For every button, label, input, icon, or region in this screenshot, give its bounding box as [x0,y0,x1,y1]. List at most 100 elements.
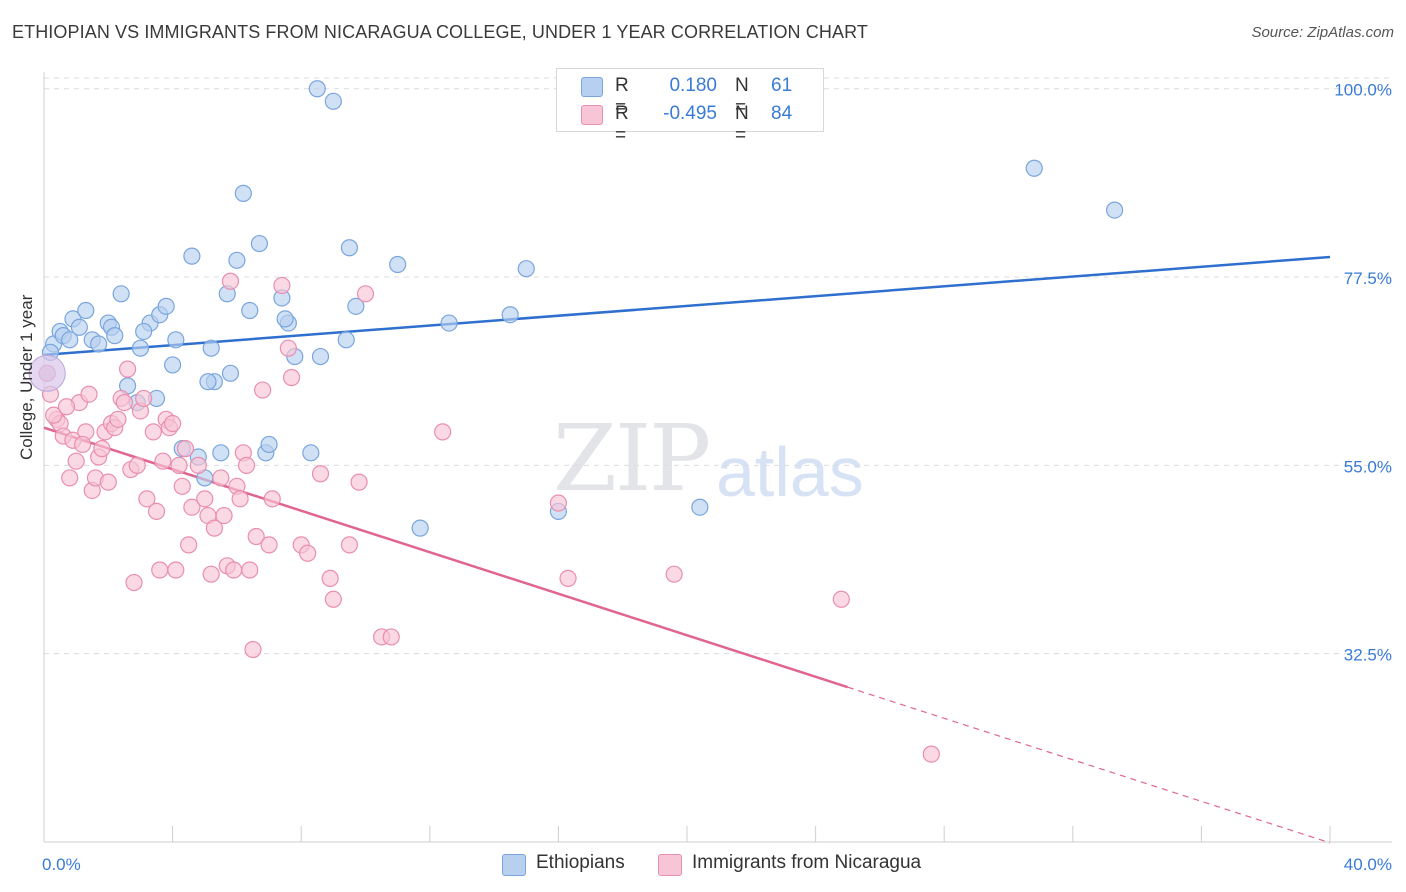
x-tick-label: 40.0% [1344,855,1392,874]
nicaragua-point [73,435,92,454]
nicaragua-point [93,440,111,458]
tick-labels: 32.5% 55.0% 77.5% 100.0% 0.0% 40.0% [42,81,1392,874]
ethiopian-point [440,314,458,332]
source-label: Source: ZipAtlas.com [1251,24,1394,41]
ethiopian-point [234,184,252,202]
x-tick-label: 0.0% [42,855,81,874]
ethiopian-point [106,327,124,345]
chart-title: ETHIOPIAN VS IMMIGRANTS FROM NICARAGUA C… [12,22,868,42]
legend-swatch-blue [502,854,526,876]
ethiopian-point [112,285,130,303]
legend-swatch-pink [581,105,603,125]
legend-n-value: 84 [771,103,793,124]
ethiopian-point [199,373,217,391]
nicaragua-point [180,536,198,554]
nicaragua-point [254,381,272,399]
ethiopian-point [90,335,108,353]
nicaragua-point [147,502,166,521]
ethiopian-point [1025,159,1043,177]
nicaragua-point [263,490,281,508]
nicaragua-point [311,465,330,483]
legend-n-value: 61 [771,75,793,96]
nicaragua-point [350,473,368,491]
ethiopian-point [221,364,240,382]
nicaragua-point [832,590,850,608]
nicaragua-point [154,452,172,470]
legend-n-label: N = [735,103,749,146]
legend-r-value: -0.495 [663,103,717,124]
nicaragua-point [212,469,230,487]
nicaragua-point [282,368,301,387]
y-tick-label: 55.0% [1344,457,1392,476]
nicaragua-point [340,536,359,554]
ethiopian-point [311,347,330,366]
ethiopian-point [70,318,88,336]
ethiopian-point [212,444,230,462]
nicaragua-point [135,389,153,408]
nicaragua-point [164,414,182,433]
nicaragua-point [665,565,683,583]
ethiopian-point [276,310,294,328]
ethiopian-point [1105,201,1124,219]
y-tick-label: 32.5% [1344,646,1392,665]
nicaragua-point [189,456,207,474]
nicaragua-point [196,490,214,508]
nicaragua-trend-extension [847,686,1331,844]
nicaragua-point [321,569,339,587]
nicaragua-point [151,561,169,579]
watermark-zip: ZIP [553,405,711,512]
ethiopian-point [250,234,269,253]
nicaragua-point [170,456,188,474]
ethiopian-point [183,247,201,265]
ethiopian-point [164,356,182,374]
correlation-legend: R = 0.180 N = 61 R = -0.495 N = 84 [556,68,824,146]
ethiopian-point [324,92,342,110]
data-points [28,80,1124,763]
nicaragua-point [167,561,185,579]
nicaragua-point [231,490,249,508]
ethiopian-point [501,306,519,324]
legend-swatch-pink [658,854,682,876]
trend-lines [43,255,1331,844]
ethiopian-point [347,297,365,315]
nicaragua-point [247,527,265,546]
nicaragua-point [549,494,568,512]
nicaragua-point [109,410,127,428]
nicaragua-point [225,561,243,579]
ethiopian-point [61,331,79,349]
ethiopian-point [337,331,355,349]
nicaragua-point [128,456,146,474]
ethiopian-point [389,255,407,274]
legend-r-label: R = [615,103,629,146]
nicaragua-point [922,745,940,763]
watermark-atlas: atlas [716,433,864,511]
ethiopian-point [260,435,278,454]
ethiopian-point [135,322,153,341]
nicaragua-point [57,398,76,416]
y-tick-label: 77.5% [1344,269,1392,288]
nicaragua-point [434,423,452,441]
nicaragua-point [138,490,156,508]
y-axis-label: College, Under 1 year [17,294,36,460]
ethiopian-point [340,239,359,257]
ethiopian-point [308,80,326,98]
ethiopian-point [157,297,175,315]
nicaragua-point [115,393,133,412]
ethiopian-point [411,519,429,537]
nicaragua-point [45,406,63,424]
ethiopian-trend-line [43,255,1331,357]
ethiopian-point [302,444,320,462]
ethiopian-point [202,339,220,357]
ethiopian-point [691,498,709,516]
nicaragua-point [324,590,342,608]
nicaragua-point [244,640,262,659]
nicaragua-point [183,498,201,516]
nicaragua-point [205,519,223,537]
nicaragua-point [118,360,137,378]
nicaragua-point [125,573,143,592]
axes [43,72,1392,843]
nicaragua-point [144,423,162,441]
nicaragua-point [382,628,400,646]
nicaragua-point [67,452,85,470]
